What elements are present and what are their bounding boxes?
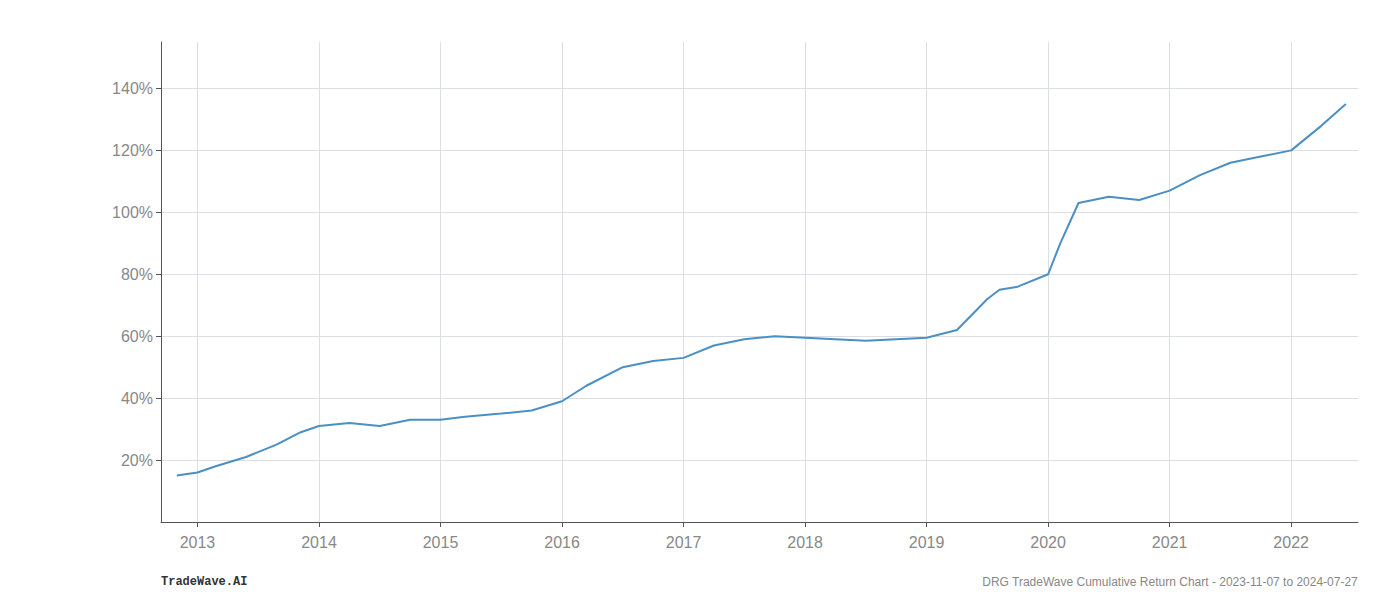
svg-text:2018: 2018 xyxy=(787,534,823,551)
svg-text:2020: 2020 xyxy=(1030,534,1066,551)
svg-text:2014: 2014 xyxy=(301,534,337,551)
svg-text:100%: 100% xyxy=(112,204,153,221)
svg-text:20%: 20% xyxy=(121,452,153,469)
svg-text:2015: 2015 xyxy=(423,534,459,551)
svg-text:140%: 140% xyxy=(112,80,153,97)
svg-text:2021: 2021 xyxy=(1152,534,1188,551)
svg-text:2022: 2022 xyxy=(1273,534,1309,551)
svg-text:40%: 40% xyxy=(121,390,153,407)
svg-text:60%: 60% xyxy=(121,328,153,345)
svg-text:120%: 120% xyxy=(112,142,153,159)
svg-text:80%: 80% xyxy=(121,266,153,283)
svg-text:2019: 2019 xyxy=(909,534,945,551)
svg-text:TradeWave.AI: TradeWave.AI xyxy=(161,575,247,589)
svg-text:2017: 2017 xyxy=(666,534,702,551)
svg-text:DRG TradeWave Cumulative Retur: DRG TradeWave Cumulative Return Chart - … xyxy=(982,575,1358,589)
svg-text:2013: 2013 xyxy=(180,534,216,551)
svg-text:2016: 2016 xyxy=(544,534,580,551)
